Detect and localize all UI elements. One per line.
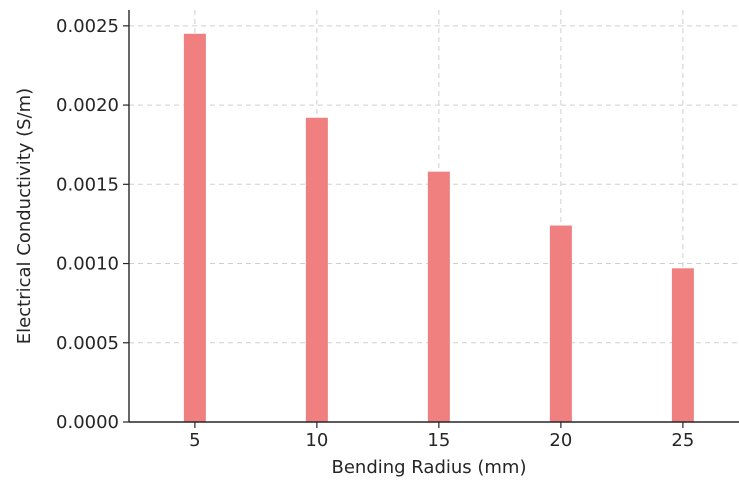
bar-25 (671, 268, 694, 422)
y-tick-label: 0.0000 (56, 412, 119, 433)
y-axis-label: Electrical Conductivity (S/m) (14, 88, 35, 344)
y-ticks: 0.0000 0.0005 0.0010 0.0015 0.0020 0.0025 (56, 16, 129, 433)
y-tick-label: 0.0020 (56, 95, 119, 116)
y-tick-label: 0.0025 (56, 16, 119, 37)
bar-10 (305, 117, 328, 422)
x-tick-label: 25 (671, 430, 694, 451)
x-axis-label: Bending Radius (mm) (331, 457, 526, 478)
x-tick-label: 20 (549, 430, 572, 451)
x-tick-label: 10 (305, 430, 328, 451)
bars (183, 33, 694, 423)
bar-5 (183, 33, 206, 423)
bar-15 (427, 171, 450, 422)
axes (128, 10, 739, 423)
x-tick-label: 5 (189, 430, 200, 451)
y-tick-label: 0.0005 (56, 333, 119, 354)
x-ticks: 5 10 15 20 25 (189, 422, 694, 451)
y-tick-label: 0.0015 (56, 174, 119, 195)
x-tick-label: 15 (427, 430, 450, 451)
y-tick-label: 0.0010 (56, 254, 119, 275)
bar-20 (549, 225, 572, 422)
